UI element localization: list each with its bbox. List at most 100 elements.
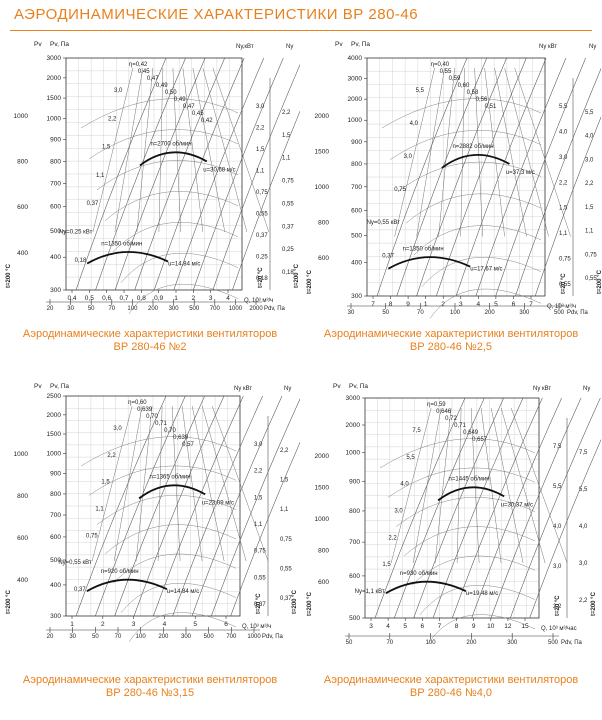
power-curve-label: 1,5 [382,562,391,568]
ny-tick-label: 1,5 [282,133,291,139]
system-curve [475,57,567,297]
power-curve-label: 3,0 [113,426,122,432]
power-curve-label: 2,2 [107,453,116,459]
efficiency-line [211,405,269,562]
pdv-tick-label: 300 [519,310,530,316]
ny-tick-label: 1,5 [280,478,289,484]
rpm-high-label: n=2882 об/мин [452,144,493,150]
power-curve [421,257,542,287]
curve-rpm-low [86,251,169,265]
efficiency-label: η=0,42 [129,62,148,68]
ny-tick-label: 7,5 [579,450,588,456]
efficiency-line [201,405,247,562]
y-tick-label: 1000 [348,117,363,124]
chart-caption: Аэродинамические характеристики вентилят… [0,328,300,354]
efficiency-label: 0,45 [192,111,204,117]
power-curve-label: 0,75 [86,533,98,539]
system-curve [490,397,582,619]
power-curve-label: 2,2 [108,116,117,122]
system-curve [212,57,304,291]
nu-tick-label: 3,0 [559,155,568,161]
pdv-tick-label: 200 [148,306,159,312]
nu-tick-label: 5,5 [559,104,568,110]
power-curve-label: 0,37 [87,201,99,207]
x-tick-label: 8 [455,623,459,630]
power-curve [96,160,239,191]
x-tick-label: 8 [389,301,393,308]
ny-axis-title: Nу [284,386,291,392]
system-curve [495,57,586,297]
ny-tick-label: 5,5 [579,487,588,493]
ny-tick-label: 1,5 [585,205,594,211]
t200-axis-title: t=200 °C [6,589,12,614]
x-tick-label: 0,4 [67,295,76,302]
efficiency-label: 0,49 [156,83,168,89]
x-tick-label: 9 [472,623,476,630]
pv-axis-title: Pv, Па [351,41,370,48]
plot-frame [366,57,546,297]
x-tick-label: 0,6 [102,295,111,302]
power-curve-label: 0,37 [382,253,394,259]
x-tick-label: 3 [132,621,136,628]
y-tick-label: 500 [50,557,61,564]
y-tick-label: 600 [50,204,61,211]
pv-left-axis-title: Pv [34,41,42,48]
pdv-tick-label: 50 [88,306,95,312]
efficiency-line [504,67,549,237]
y-tick-label: 400 [50,582,61,589]
system-curve [230,395,321,617]
caption-line-1: Аэродинамические характеристики вентилят… [323,674,579,686]
power-curve [96,495,237,525]
nu-tick-label: 7,5 [553,444,562,450]
power-curve-label: 0,18 [75,258,87,264]
y-left-tick-label: 1000 [14,451,29,458]
power-curve-label: 2,2 [388,535,397,541]
x-tick-label: 3 [459,301,463,308]
title-divider [10,30,592,31]
pdv-axis-title: Pdv, Па [264,306,286,312]
efficiency-label: η=0,59 [427,402,446,408]
x-tick-label: 5 [494,301,498,308]
efficiency-label: 0,47 [147,76,159,82]
pdv-tick-label: 70 [108,306,115,312]
y-left-tick-label: 400 [17,250,28,257]
y-tick-label: 800 [349,508,360,515]
chart-no4-0: 500 600 700 800 900 1000 2000 3000 Pv Pv, Па 2000 1… [307,383,602,646]
system-curve [153,57,245,291]
power-curve [88,129,239,160]
system-curve [374,397,466,619]
efficiency-line [390,407,432,564]
efficiency-label: 0,42 [201,118,213,124]
caption-line-2: ВР 280-46 №2,5 [409,341,493,353]
ny-tick-label: 1,1 [585,229,594,235]
chart-panel-vr-280-46-no2: 300 400 500 600 700 800 900 1000 1500 2000 3000 Pv P… [0,34,323,354]
curve-rpm-low [86,578,168,592]
pdv-axis-title: Pdv, Па [567,310,589,316]
system-curve [432,397,524,619]
y-tick-label: 1000 [47,116,62,123]
power-curve [112,553,237,584]
pdv-tick-label: 70 [115,634,122,640]
efficiency-line [135,405,153,562]
pdv-axis-title: Pdv, Па [262,634,284,640]
x-tick-label: 0,8 [137,295,146,302]
x-tick-label: 10 [487,623,495,630]
nu-tick-label: 1,1 [256,169,265,175]
power-curve [128,612,237,643]
page-title: АЭРОДИНАМИЧЕСКИЕ ХАРАКТЕРИСТИКИ ВР 280-4… [14,6,419,23]
efficiency-line [191,405,225,562]
curve-rpm-low [385,580,467,594]
t200-right-axis-title: t=200 °C [292,589,298,614]
efficiency-line [181,405,203,562]
y-tick-label: 600 [351,207,362,214]
pdv-tick-label: 30 [69,634,76,640]
plot-frame [65,395,241,617]
curve-rpm-low [387,256,471,270]
efficiency-line [480,407,502,564]
power-curve [80,436,237,467]
system-curve [173,57,265,291]
nu-tick-label: 4,0 [553,524,562,530]
efficiency-line [202,67,248,233]
pdv-tick-label: 500 [204,634,215,640]
power-curve-label: Nу=0,25 кВт [59,229,93,235]
